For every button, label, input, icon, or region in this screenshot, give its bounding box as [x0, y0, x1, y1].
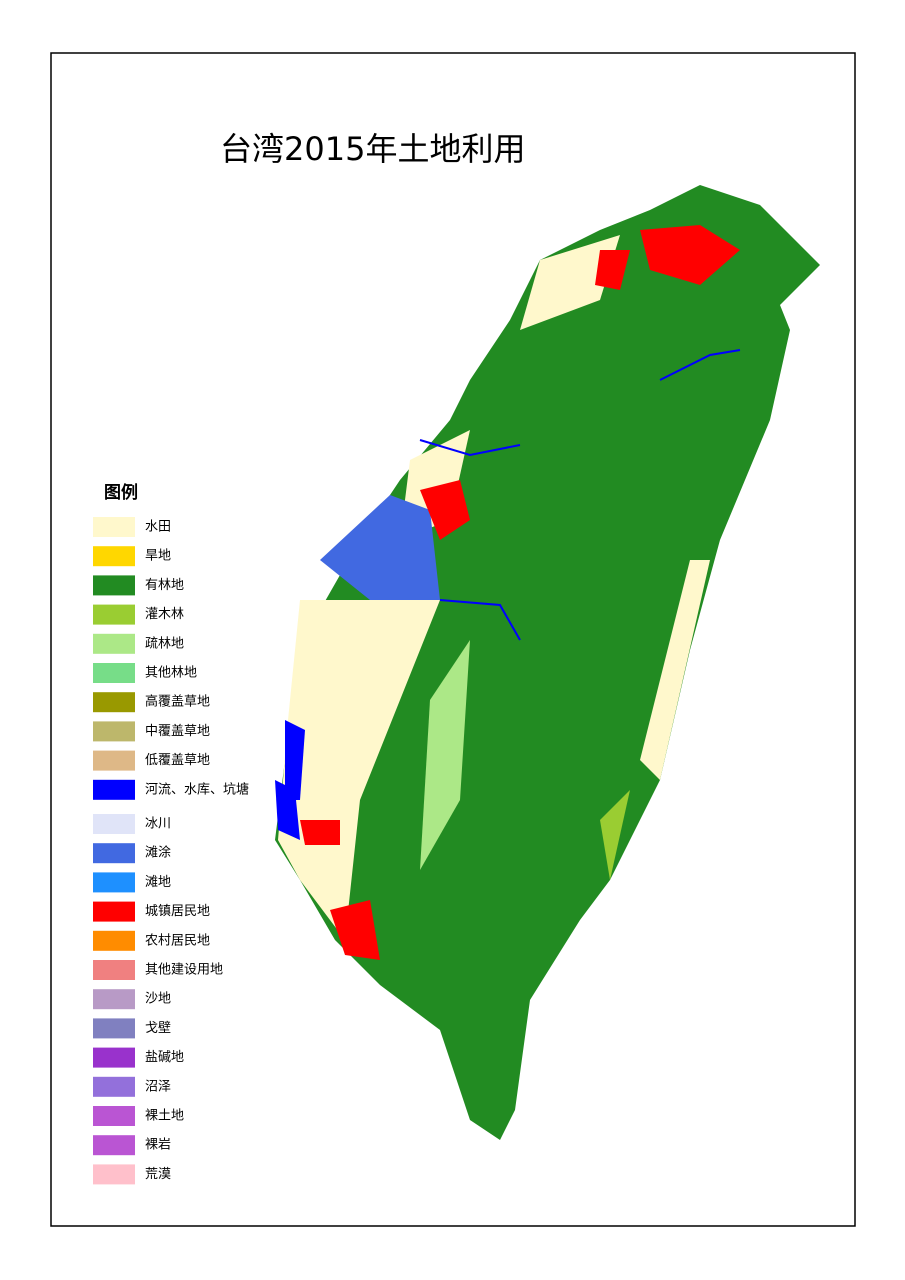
legend-swatch	[93, 779, 135, 800]
legend-label: 裸土地	[145, 1109, 184, 1124]
legend-label: 河流、水库、坑塘	[145, 781, 249, 797]
island	[275, 185, 820, 1140]
legend-label: 高覆盖草地	[145, 694, 210, 710]
legend-label: 城镇居民地	[145, 904, 210, 919]
legend-swatch	[93, 989, 135, 1010]
legend-swatch	[93, 1018, 135, 1039]
legend-label: 滩地	[145, 875, 171, 890]
legend-swatch	[93, 1047, 135, 1068]
legend-swatch	[93, 960, 135, 980]
legend-label: 沼泽	[145, 1079, 171, 1094]
legend-swatch	[93, 1164, 135, 1185]
legend-swatch	[93, 1076, 135, 1097]
legend-label: 疏林地	[145, 636, 184, 651]
legend-label: 其他林地	[145, 666, 197, 681]
legend-label: 旱地	[145, 549, 171, 564]
legend-label: 戈壁	[145, 1021, 171, 1036]
legend-label: 低覆盖草地	[145, 753, 210, 768]
legend-swatch	[93, 663, 135, 683]
legend-swatch	[93, 517, 135, 537]
legend-label: 灌木林	[145, 607, 184, 622]
legend-swatch	[93, 604, 135, 625]
legend-swatch	[93, 750, 135, 771]
legend-swatch	[93, 930, 135, 951]
legend-label: 中覆盖草地	[145, 724, 210, 739]
legend-label: 冰川	[145, 817, 171, 832]
legend-swatch	[93, 633, 135, 654]
legend-label: 水田	[145, 520, 171, 535]
legend-label: 滩涂	[145, 845, 171, 861]
legend-label: 盐碱地	[145, 1050, 184, 1065]
legend-label: 裸岩	[145, 1138, 171, 1153]
legend-swatch	[93, 901, 135, 922]
legend-swatch	[93, 575, 135, 596]
legend-label: 其他建设用地	[145, 963, 223, 978]
legend-swatch	[93, 546, 135, 567]
legend-swatch	[93, 1106, 135, 1126]
legend-swatch	[93, 692, 135, 713]
legend-label: 有林地	[145, 578, 184, 593]
legend-label: 荒漠	[145, 1167, 171, 1182]
legend-swatch	[93, 814, 135, 834]
legend-swatch	[93, 843, 135, 864]
legend-swatch	[93, 1135, 135, 1156]
legend: 水田旱地有林地灌木林疏林地其他林地高覆盖草地中覆盖草地低覆盖草地河流、水库、坑塘…	[93, 517, 249, 1185]
legend-label: 农村居民地	[145, 933, 210, 948]
map-title: 台湾2015年土地利用	[220, 130, 525, 168]
legend-label: 沙地	[145, 992, 171, 1007]
legend-swatch	[93, 872, 135, 893]
frame	[50, 52, 856, 1227]
legend-title: 图例	[104, 482, 138, 503]
legend-swatch	[93, 721, 135, 742]
